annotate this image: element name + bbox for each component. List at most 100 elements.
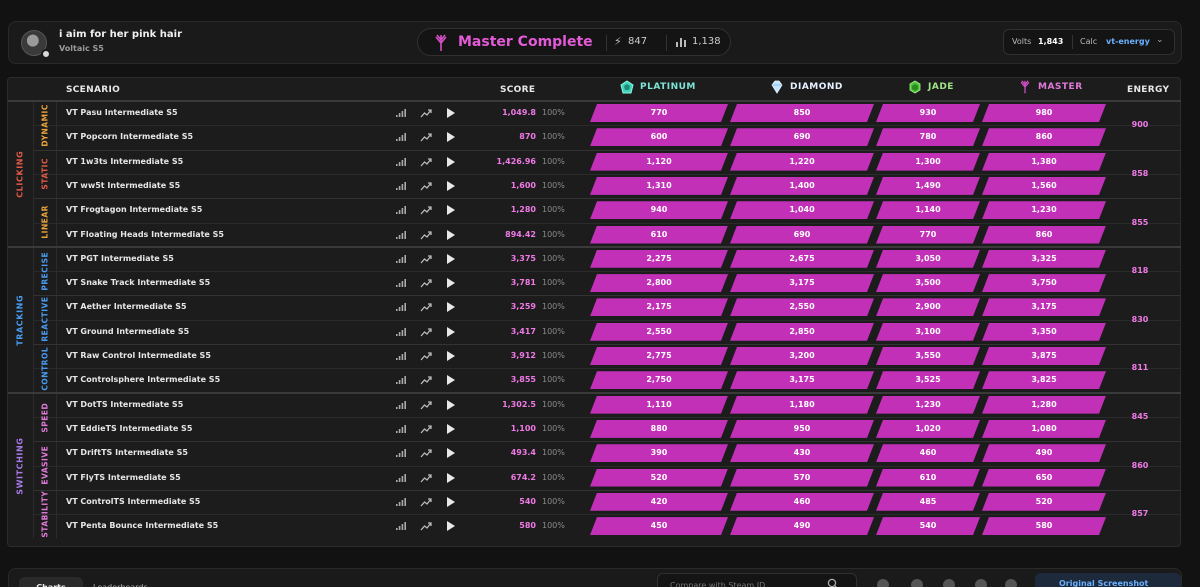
signal-bars-icon[interactable] (396, 133, 406, 142)
tab-charts[interactable]: Charts (19, 577, 83, 587)
table-row[interactable]: VT Raw Control Intermediate S5 3,912 100… (58, 344, 1180, 368)
signal-bars-icon[interactable] (396, 522, 406, 531)
play-icon[interactable] (447, 496, 455, 507)
signal-bars-icon[interactable] (396, 254, 406, 263)
table-row[interactable]: VT 1w3ts Intermediate S5 1,426.96 100% (58, 150, 1180, 174)
scenario-name[interactable]: VT Raw Control Intermediate S5 (66, 351, 211, 360)
signal-bars-icon[interactable] (396, 400, 406, 409)
scenario-name[interactable]: VT Ground Intermediate S5 (66, 326, 190, 336)
scenario-name[interactable]: VT Snake Track Intermediate S5 (66, 278, 211, 288)
scenario-name[interactable]: VT PGT Intermediate S5 (66, 253, 174, 263)
scenario-name[interactable]: VT Popcorn Intermediate S5 (66, 132, 194, 142)
twitch-icon[interactable] (1005, 579, 1017, 587)
scenario-name[interactable]: VT ww5t Intermediate S5 (66, 180, 181, 190)
trend-icon[interactable] (420, 277, 432, 289)
trend-icon[interactable] (420, 423, 432, 435)
signal-bars-icon[interactable] (396, 449, 406, 458)
table-row[interactable]: VT Frogtagon Intermediate S5 1,280 100% (58, 198, 1180, 222)
trend-icon[interactable] (420, 326, 432, 338)
signal-bars-icon[interactable] (396, 109, 406, 117)
youtube-icon[interactable] (975, 579, 987, 587)
play-icon[interactable] (447, 156, 455, 167)
table-row[interactable]: VT Controlsphere Intermediate S5 3,855 1… (58, 368, 1180, 392)
play-icon[interactable] (447, 448, 455, 459)
signal-bars-icon[interactable] (396, 352, 406, 360)
play-icon[interactable] (447, 302, 455, 313)
signal-bars-icon[interactable] (396, 206, 406, 215)
table-row[interactable]: VT Pasu Intermediate S5 1,049.8 100% (58, 101, 1180, 125)
trend-icon[interactable] (420, 229, 432, 241)
scenario-name[interactable]: VT EddieTS Intermediate S5 (66, 423, 193, 433)
table-row[interactable]: VT Ground Intermediate S5 3,417 100% (58, 320, 1180, 344)
table-row[interactable]: VT FlyTS Intermediate S5 674.2 100% (58, 466, 1180, 490)
chevron-down-icon[interactable]: ⌄ (1156, 35, 1164, 45)
play-icon[interactable] (447, 229, 455, 240)
trend-icon[interactable] (420, 520, 432, 532)
calc-selector[interactable]: Volts 1,843 Calc vt-energy ⌄ (1003, 29, 1175, 55)
scenario-name[interactable]: VT DriftTS Intermediate S5 (66, 448, 188, 458)
compare-steam-id-input[interactable] (657, 573, 857, 587)
play-icon[interactable] (447, 278, 455, 289)
table-row[interactable]: VT DotTS Intermediate S5 1,302.5 100% (58, 393, 1180, 417)
scenario-name[interactable]: VT Frogtagon Intermediate S5 (66, 205, 203, 215)
tab-leaderboards[interactable]: Leaderboards (93, 577, 148, 587)
trend-icon[interactable] (420, 253, 432, 265)
signal-bars-icon[interactable] (396, 327, 406, 336)
original-screenshot-button[interactable]: Original Screenshot (1035, 573, 1181, 587)
play-icon[interactable] (447, 253, 455, 264)
signal-bars-icon[interactable] (396, 157, 406, 166)
signal-bars-icon[interactable] (396, 376, 406, 385)
trend-icon[interactable] (420, 374, 432, 386)
trend-icon[interactable] (420, 350, 432, 362)
table-row[interactable]: VT Aether Intermediate S5 3,259 100% (58, 295, 1180, 319)
signal-bars-icon[interactable] (396, 230, 406, 239)
play-icon[interactable] (447, 521, 455, 532)
play-icon[interactable] (447, 180, 455, 191)
scenario-name[interactable]: VT Pasu Intermediate S5 (66, 108, 178, 117)
x-icon[interactable] (943, 579, 955, 587)
table-row[interactable]: VT PGT Intermediate S5 3,375 100% (58, 247, 1180, 271)
scenario-name[interactable]: VT DotTS Intermediate S5 (66, 399, 184, 409)
table-row[interactable]: VT Popcorn Intermediate S5 870 100% (58, 125, 1180, 149)
play-icon[interactable] (447, 326, 455, 337)
trend-icon[interactable] (420, 472, 432, 484)
play-icon[interactable] (447, 399, 455, 410)
play-icon[interactable] (447, 472, 455, 483)
discord-icon[interactable] (911, 579, 923, 587)
play-icon[interactable] (447, 205, 455, 216)
table-row[interactable]: VT Penta Bounce Intermediate S5 580 100% (58, 514, 1180, 538)
play-icon[interactable] (447, 351, 455, 361)
scenario-name[interactable]: VT ControlTS Intermediate S5 (66, 496, 201, 506)
table-row[interactable]: VT ww5t Intermediate S5 1,600 100% (58, 174, 1180, 198)
table-row[interactable]: VT Snake Track Intermediate S5 3,781 100… (58, 271, 1180, 295)
signal-bars-icon[interactable] (396, 497, 406, 506)
play-icon[interactable] (447, 108, 455, 118)
scenario-name[interactable]: VT FlyTS Intermediate S5 (66, 472, 181, 482)
table-row[interactable]: VT ControlTS Intermediate S5 540 100% (58, 490, 1180, 514)
scenario-name[interactable]: VT Controlsphere Intermediate S5 (66, 375, 221, 385)
scenario-name[interactable]: VT Floating Heads Intermediate S5 (66, 229, 224, 239)
trend-icon[interactable] (420, 447, 432, 459)
trend-icon[interactable] (420, 107, 432, 119)
trend-icon[interactable] (420, 301, 432, 313)
signal-bars-icon[interactable] (396, 424, 406, 433)
signal-bars-icon[interactable] (396, 303, 406, 312)
trend-icon[interactable] (420, 496, 432, 508)
trend-icon[interactable] (420, 399, 432, 411)
play-icon[interactable] (447, 375, 455, 386)
trend-icon[interactable] (420, 180, 432, 192)
scenario-name[interactable]: VT Penta Bounce Intermediate S5 (66, 521, 219, 531)
play-icon[interactable] (447, 423, 455, 434)
signal-bars-icon[interactable] (396, 181, 406, 190)
signal-bars-icon[interactable] (396, 279, 406, 288)
trend-icon[interactable] (420, 156, 432, 168)
table-row[interactable]: VT EddieTS Intermediate S5 1,100 100% (58, 417, 1180, 441)
avatar[interactable] (21, 30, 47, 56)
table-row[interactable]: VT DriftTS Intermediate S5 493.4 100% (58, 441, 1180, 465)
trend-icon[interactable] (420, 131, 432, 143)
trend-icon[interactable] (420, 204, 432, 216)
scenario-name[interactable]: VT 1w3ts Intermediate S5 (66, 156, 184, 166)
play-icon[interactable] (447, 132, 455, 143)
signal-bars-icon[interactable] (396, 473, 406, 482)
search-icon[interactable] (827, 578, 839, 587)
